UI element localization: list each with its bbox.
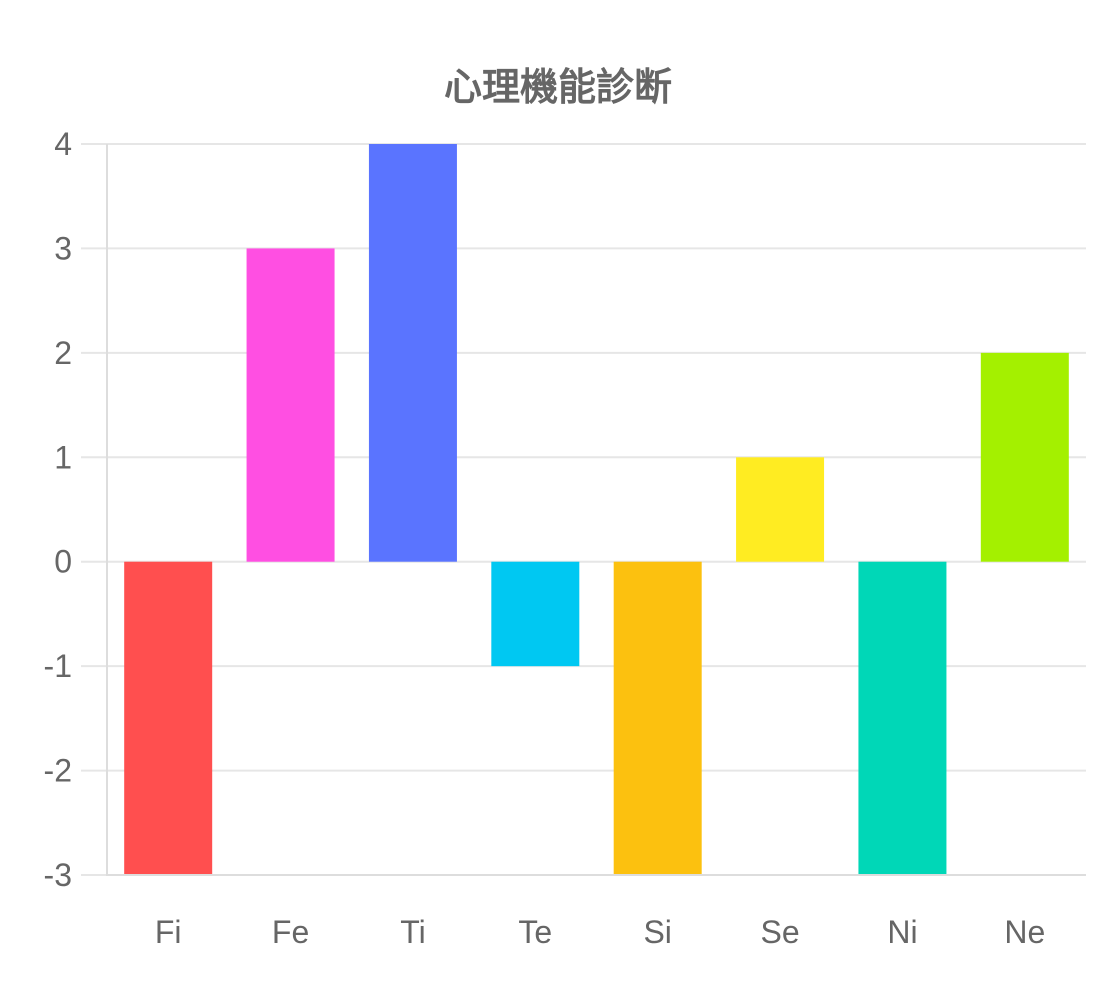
- bars: [124, 144, 1069, 875]
- y-tick-label: -2: [44, 753, 72, 789]
- y-tick-label: -1: [44, 648, 72, 684]
- bar-ni: [858, 561, 947, 875]
- bar-si: [613, 561, 702, 875]
- x-tick-label: Se: [760, 914, 799, 950]
- y-tick-label: 4: [54, 126, 72, 162]
- x-tick-label: Ti: [400, 914, 425, 950]
- x-tick-labels: Fi Fe Ti Te Si Se Ni Ne: [155, 914, 1045, 950]
- x-tick-label: Ni: [887, 914, 917, 950]
- x-tick-label: Ne: [1004, 914, 1045, 950]
- x-tick-label: Te: [518, 914, 552, 950]
- y-tick-label: 2: [54, 335, 72, 371]
- bar-se: [736, 457, 825, 562]
- bar-fe: [246, 248, 335, 562]
- y-tick-label: 3: [54, 230, 72, 266]
- y-tick-label: 0: [54, 544, 72, 580]
- y-tick-labels: 4 3 2 1 0 -1 -2 -3: [44, 126, 72, 893]
- y-tick-label: 1: [54, 439, 72, 475]
- axes: [106, 144, 1086, 876]
- x-tick-label: Si: [643, 914, 671, 950]
- bar-te: [491, 561, 580, 667]
- bar-ti: [368, 144, 457, 562]
- y-tick-label: -3: [44, 857, 72, 893]
- chart-title: 心理機能診断: [444, 65, 672, 109]
- x-tick-label: Fi: [155, 914, 182, 950]
- bar-fi: [124, 561, 213, 875]
- x-tick-label: Fe: [272, 914, 309, 950]
- bar-ne: [980, 352, 1069, 562]
